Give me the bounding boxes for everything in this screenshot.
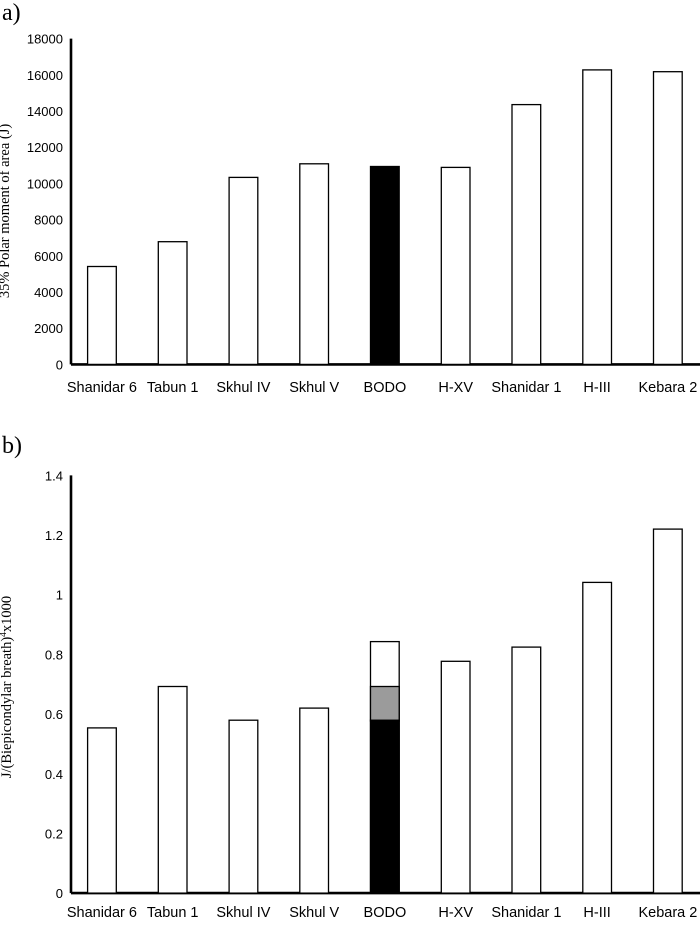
svg-text:Skhul V: Skhul V: [289, 380, 339, 396]
svg-text:0.8: 0.8: [45, 647, 63, 662]
svg-text:4000: 4000: [34, 285, 63, 300]
svg-text:BODO: BODO: [364, 380, 407, 396]
svg-text:8000: 8000: [34, 213, 63, 228]
svg-text:0.4: 0.4: [45, 767, 63, 782]
svg-text:Skhul IV: Skhul IV: [216, 380, 270, 396]
svg-text:10000: 10000: [27, 176, 63, 191]
svg-text:0: 0: [56, 357, 63, 372]
svg-text:18000: 18000: [27, 32, 63, 47]
svg-text:a): a): [2, 0, 21, 26]
svg-text:35% Polar moment of area (J): 35% Polar moment of area (J): [0, 124, 13, 299]
svg-text:J/(Biepicondylar breath)4x1000: J/(Biepicondylar breath)4x1000: [0, 596, 15, 778]
svg-text:1.2: 1.2: [45, 528, 63, 543]
svg-text:Shanidar 1: Shanidar 1: [491, 905, 561, 921]
svg-text:1: 1: [56, 588, 63, 603]
svg-text:0: 0: [56, 886, 63, 901]
svg-text:2000: 2000: [34, 321, 63, 336]
svg-text:BODO: BODO: [364, 905, 407, 921]
svg-text:H-XV: H-XV: [438, 380, 473, 396]
svg-text:Shanidar 6: Shanidar 6: [67, 380, 137, 396]
svg-text:H-XV: H-XV: [438, 905, 473, 921]
svg-text:Shanidar 1: Shanidar 1: [491, 380, 561, 396]
svg-text:0.6: 0.6: [45, 707, 63, 722]
svg-text:Tabun 1: Tabun 1: [147, 380, 199, 396]
svg-text:0.2: 0.2: [45, 826, 63, 841]
svg-text:b): b): [2, 433, 22, 459]
svg-text:Tabun 1: Tabun 1: [147, 905, 199, 921]
svg-text:Kebara 2: Kebara 2: [638, 380, 697, 396]
svg-text:6000: 6000: [34, 249, 63, 264]
svg-text:Kebara 2: Kebara 2: [638, 905, 697, 921]
svg-text:16000: 16000: [27, 68, 63, 83]
svg-text:Shanidar 6: Shanidar 6: [67, 905, 137, 921]
svg-text:1.4: 1.4: [45, 468, 63, 483]
svg-text:H-III: H-III: [583, 380, 610, 396]
svg-text:Skhul V: Skhul V: [289, 905, 339, 921]
svg-text:Skhul IV: Skhul IV: [216, 905, 270, 921]
svg-text:12000: 12000: [27, 140, 63, 155]
svg-text:14000: 14000: [27, 104, 63, 119]
svg-text:H-III: H-III: [583, 905, 610, 921]
